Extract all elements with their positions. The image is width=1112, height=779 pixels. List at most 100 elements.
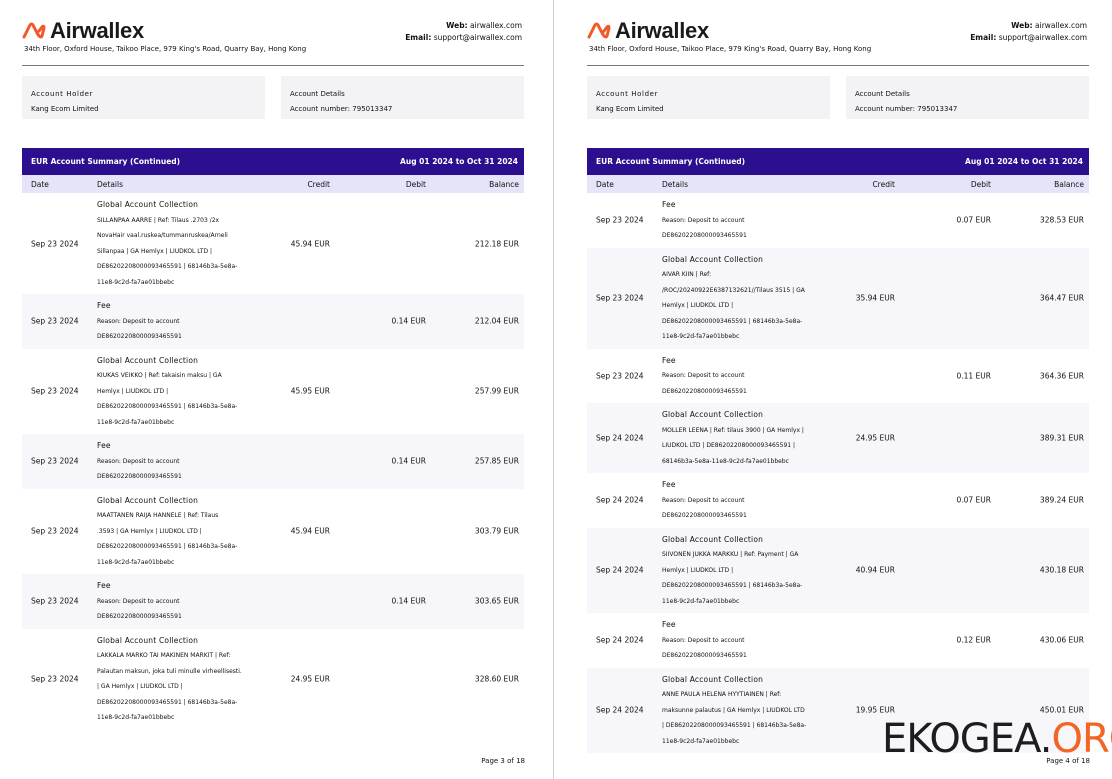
details-line: DE86202208000093465591 [662,232,747,239]
details: Global Account Collection ANNE PAULA HELE… [662,672,1089,750]
web-value: airwallex.com [470,21,522,30]
date: Sep 23 2024 [31,596,79,606]
brand: Airwallex [615,18,709,43]
summary-bar: EUR Account Summary (Continued) Aug 01 20… [587,148,1089,175]
debit: 0.11 EUR [956,371,991,381]
details-title: Global Account Collection [662,674,764,684]
date: Sep 23 2024 [596,293,644,303]
balance: 389.24 EUR [1039,495,1084,505]
web: Web: airwallex.com [405,20,522,32]
date: Sep 24 2024 [596,495,644,505]
details: Global Account Collection SIIVONEN JUKKA … [662,532,1089,610]
column-header: Details [97,180,124,189]
details-line: MAATTANEN RAIJA HANNELE | Ref: Tilaus [97,512,219,519]
summary-title: EUR Account Summary (Continued) [31,157,181,166]
details-line: DE86202208000093465591 [97,333,182,340]
logo: Airwallex [22,18,144,44]
details-line: Reason: Deposit to account [662,496,745,504]
email-label: Email: [405,33,432,42]
account-holder-box: Account Holder Kang Ecom Limited [22,76,265,119]
details-line: Reason: Deposit to account [97,457,180,465]
details-line: 68146b3a-5e8a-11e8-9c2d-fa7ae01bbebc [662,457,789,465]
details-line: DE86202208000093465591 [662,652,747,659]
web-label: Web: [1011,21,1033,30]
table-body: Sep 23 2024 Fee Reason: Deposit to account… [587,193,1089,753]
account-number-value: 795013347 [917,105,958,113]
details-line: DE86202208000093465591 [97,473,182,480]
table-header: Date Details Credit Debit Balance [22,175,524,193]
transaction-row: Sep 24 2024 Global Account Collection ANNE… [587,667,1089,753]
summary-period: Aug 01 2024 to Oct 31 2024 [400,157,518,166]
email-label: Email: [970,33,997,42]
details: Global Account Collection LAKKALA MARKO T… [97,633,524,726]
transaction-row: Sep 24 2024 Fee Reason: Deposit to account… [587,473,1089,528]
date: Sep 24 2024 [596,433,644,443]
transaction-row: Sep 23 2024 Global Account Collection MAAT… [22,489,524,575]
date: Sep 23 2024 [31,239,79,248]
holder-value: Kang Ecom Limited [31,105,99,113]
details-line: 11e8-9c2d-fa7ae01bbebc [97,418,175,426]
details-title: Fee [97,301,111,310]
date: Sep 24 2024 [596,635,644,645]
logo-icon [587,22,611,39]
details-line: .3593 | GA Hemlyx | LIUDKOL LTD | [97,527,202,535]
details-line: DE86202208000093465591 [662,512,747,519]
details: Fee Reason: Deposit to account DE862022080… [662,477,1089,524]
details-line: 11e8-9c2d-fa7ae01bbebc [97,278,175,286]
details-line: Reason: Deposit to account [97,597,180,605]
page-separator [553,0,554,779]
transaction-row: Sep 23 2024 Global Account Collection KIUK… [22,349,524,435]
summary-title: EUR Account Summary (Continued) [596,157,746,166]
balance: 328.60 EUR [474,674,519,684]
details-line: 11e8-9c2d-fa7ae01bbebc [662,333,740,340]
details: Global Account Collection MOLLER LEENA | … [662,407,1089,469]
column-header: Date [31,180,49,189]
column-header: Credit [872,180,895,189]
watermark: EKOGEA.ORG [882,716,1112,762]
balance: 303.79 EUR [474,526,519,536]
details: Global Account Collection AIVAR KIIN | Re… [662,252,1089,345]
holder-label: Account Holder [31,90,94,98]
column-header: Balance [1054,180,1084,189]
page: Airwallex 34th Floor, Oxford House, Taiko… [0,0,545,779]
web-label: Web: [446,21,468,30]
details-title: Global Account Collection [97,495,199,505]
details: Fee Reason: Deposit to account DE862022080… [662,617,1089,664]
details: Global Account Collection KIUKAS VEIKKO |… [97,353,524,431]
date: Sep 24 2024 [596,565,644,575]
details-line: SIIVONEN JUKKA MARKKU | Ref: Payment | G… [662,551,799,558]
transaction-row: Sep 24 2024 Fee Reason: Deposit to account… [587,613,1089,668]
balance: 364.36 EUR [1039,371,1084,381]
transaction-row: Sep 23 2024 Fee Reason: Deposit to account… [22,574,524,629]
watermark-tld: ORG [1051,716,1112,762]
credit: 40.94 EUR [855,565,895,575]
date: Sep 23 2024 [31,386,79,396]
details-title: Fee [662,200,676,209]
details-line: ANNE PAULA HELENA HYYTIAINEN | Ref: [662,691,782,698]
details-line: DE86202208000093465591 | 68146b3a-5e8a- [97,543,238,550]
transaction-row: Sep 23 2024 Fee Reason: Deposit to account… [587,193,1089,248]
transaction-row: Sep 23 2024 Fee Reason: Deposit to account… [587,349,1089,404]
details-label: Account Details [290,90,345,98]
details-line: 11e8-9c2d-fa7ae01bbebc [662,737,740,745]
details-line: DE86202208000093465591 | 68146b3a-5e8a- [662,317,803,325]
details-title: Fee [97,441,111,450]
date: Sep 23 2024 [31,526,79,536]
details-title: Global Account Collection [97,355,199,365]
balance: 389.31 EUR [1039,433,1084,443]
date: Sep 24 2024 [596,705,644,715]
transaction-row: Sep 23 2024 Global Account Collection AIVA… [587,247,1089,349]
details-title: Fee [97,581,111,590]
details-line: KIUKAS VEIKKO | Ref: takaisin maksu | GA [97,372,222,379]
details-line: /ROC/20240922E6387132621//Tilaus 3515 | … [662,286,805,294]
details-line: | GA Hemlyx | LIUDKOL LTD | [97,683,183,690]
transaction-row: Sep 23 2024 Global Account Collection LAKK… [22,629,524,730]
details-line: 11e8-9c2d-fa7ae01bbebc [662,597,740,605]
debit: 0.12 EUR [956,635,991,645]
details: Fee Reason: Deposit to account DE862022080… [97,298,524,345]
details: Fee Reason: Deposit to account DE862022080… [97,578,524,625]
balance: 430.18 EUR [1039,565,1084,575]
balance: 303.65 EUR [474,596,519,606]
account-number: Account number: 795013347 [855,102,1080,117]
